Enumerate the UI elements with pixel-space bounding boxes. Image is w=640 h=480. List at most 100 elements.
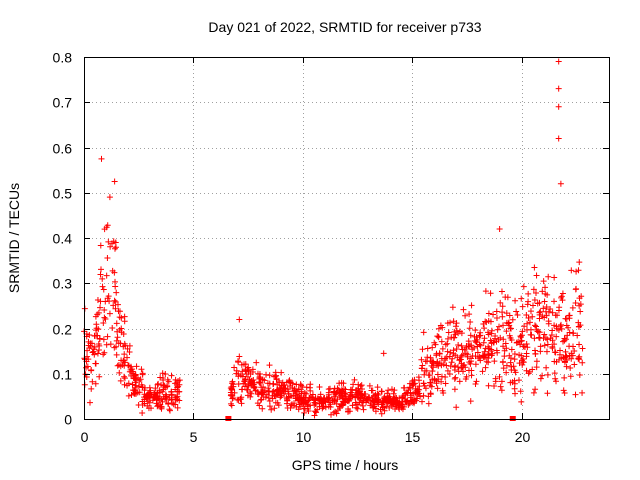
data-point — [240, 380, 247, 387]
data-point — [561, 374, 568, 381]
data-point — [572, 299, 579, 306]
data-point — [97, 242, 104, 249]
data-point — [501, 353, 508, 360]
data-point — [493, 347, 500, 354]
data-point — [467, 318, 474, 325]
data-point — [141, 387, 148, 394]
data-point — [485, 382, 492, 389]
data-point — [170, 401, 177, 408]
data-point — [544, 390, 551, 397]
data-point — [91, 351, 98, 358]
data-point — [542, 290, 549, 297]
data-point — [95, 326, 102, 333]
data-point — [477, 342, 484, 349]
data-point — [347, 386, 354, 393]
data-point — [291, 388, 298, 395]
data-point — [126, 348, 133, 355]
data-point — [549, 309, 556, 316]
y-tick-label: 0.7 — [53, 95, 73, 111]
data-point — [557, 180, 564, 187]
data-point — [298, 382, 305, 389]
plot-frame — [84, 57, 610, 420]
data-point — [112, 305, 119, 312]
data-point — [354, 405, 361, 412]
data-point — [126, 342, 133, 349]
data-point — [113, 343, 120, 350]
data-point — [448, 359, 455, 366]
data-point — [477, 329, 484, 336]
data-point — [114, 362, 121, 369]
data-point — [453, 404, 460, 411]
data-point — [552, 375, 559, 382]
data-point — [256, 379, 263, 386]
data-point — [129, 368, 136, 375]
data-point — [141, 396, 148, 403]
data-point — [513, 308, 520, 315]
data-point — [371, 401, 378, 408]
data-point — [271, 392, 278, 399]
data-point — [496, 225, 503, 232]
data-point — [120, 331, 127, 338]
data-point — [259, 376, 266, 383]
data-point — [503, 369, 510, 376]
data-point — [576, 341, 583, 348]
data-point — [560, 387, 567, 394]
data-point — [229, 378, 236, 385]
data-point — [555, 135, 562, 142]
data-point — [491, 358, 498, 365]
data-point — [481, 335, 488, 342]
data-point — [427, 354, 434, 361]
data-point — [569, 304, 576, 311]
data-point — [107, 341, 114, 348]
data-point — [302, 399, 309, 406]
data-point — [446, 370, 453, 377]
data-point — [336, 394, 343, 401]
data-point — [496, 373, 503, 380]
data-point — [304, 398, 311, 405]
data-point — [514, 312, 521, 319]
data-point — [125, 392, 132, 399]
data-point — [87, 342, 94, 349]
data-point — [479, 352, 486, 359]
data-point — [247, 393, 254, 400]
data-point — [335, 387, 342, 394]
data-point — [312, 408, 319, 415]
data-point — [544, 336, 551, 343]
data-point — [269, 389, 276, 396]
data-point — [99, 283, 106, 290]
data-point — [84, 363, 91, 370]
data-point — [420, 329, 427, 336]
axis-ticks — [84, 57, 609, 420]
data-point — [98, 155, 105, 162]
data-point — [518, 295, 525, 302]
data-point — [227, 400, 234, 407]
y-tick-labels: 0 0.1 0.2 0.3 0.4 0.5 0.6 0.7 0.8 — [53, 50, 73, 428]
data-point — [166, 407, 173, 414]
data-point — [418, 356, 425, 363]
data-point — [536, 329, 543, 336]
data-point — [124, 345, 131, 352]
data-point — [292, 393, 299, 400]
data-point — [159, 398, 166, 405]
data-point — [120, 357, 127, 364]
data-point — [541, 331, 548, 338]
data-point — [91, 343, 98, 350]
data-point — [284, 405, 291, 412]
data-point — [115, 340, 122, 347]
data-point — [493, 308, 500, 315]
data-point — [444, 340, 451, 347]
data-point — [488, 327, 495, 334]
data-point — [576, 259, 583, 266]
data-point — [345, 395, 352, 402]
data-point — [374, 384, 381, 391]
data-point — [416, 383, 423, 390]
data-point — [543, 304, 550, 311]
data-point — [438, 378, 445, 385]
data-point — [121, 340, 128, 347]
data-point — [148, 405, 155, 412]
data-point — [419, 398, 426, 405]
data-point — [553, 333, 560, 340]
data-point — [305, 408, 312, 415]
data-point — [452, 323, 459, 330]
data-point — [235, 373, 242, 380]
